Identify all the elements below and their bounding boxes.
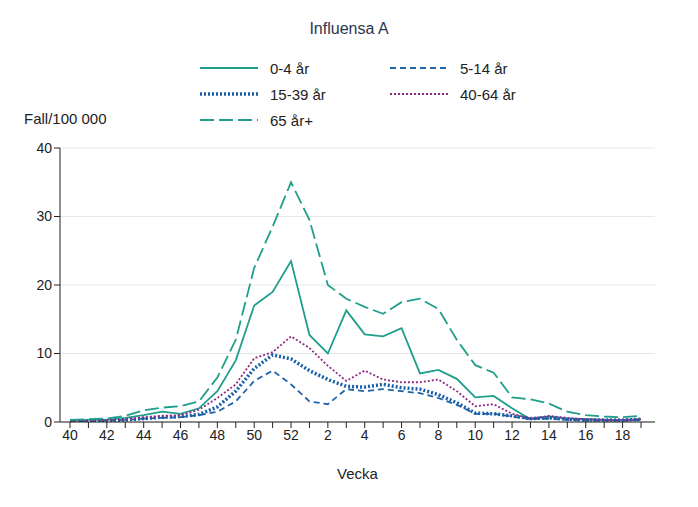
svg-text:10: 10 (467, 427, 483, 443)
svg-text:50: 50 (246, 427, 262, 443)
svg-text:46: 46 (173, 427, 189, 443)
html-text:Influensa A: Influensa A (309, 20, 389, 37)
svg-text:30: 30 (36, 208, 52, 224)
svg-text:8: 8 (434, 427, 442, 443)
html-text:5-14 år: 5-14 år (460, 59, 508, 77)
html-text:65 år+: 65 år+ (270, 111, 313, 129)
svg-text:48: 48 (210, 427, 226, 443)
svg-text:2: 2 (324, 427, 332, 443)
html-text:0-4 år: 0-4 år (270, 59, 310, 77)
svg-text:18: 18 (615, 427, 631, 443)
svg-text:14: 14 (541, 427, 557, 443)
svg-text:52: 52 (283, 427, 299, 443)
html-text:40-64 år: 40-64 år (460, 85, 516, 103)
svg-text:0: 0 (44, 414, 52, 430)
svg-text:12: 12 (504, 427, 520, 443)
html-text:15-39 år: 15-39 år (270, 85, 326, 103)
svg-text:4: 4 (361, 427, 369, 443)
html-text:Fall/100 000: Fall/100 000 (24, 110, 107, 127)
svg-text:20: 20 (36, 277, 52, 293)
svg-text:40: 40 (36, 140, 52, 156)
svg-text:40: 40 (62, 427, 78, 443)
svg-text:Vecka: Vecka (337, 465, 379, 482)
svg-text:6: 6 (398, 427, 406, 443)
svg-text:44: 44 (136, 427, 152, 443)
svg-text:10: 10 (36, 345, 52, 361)
svg-text:16: 16 (578, 427, 594, 443)
svg-text:42: 42 (99, 427, 115, 443)
